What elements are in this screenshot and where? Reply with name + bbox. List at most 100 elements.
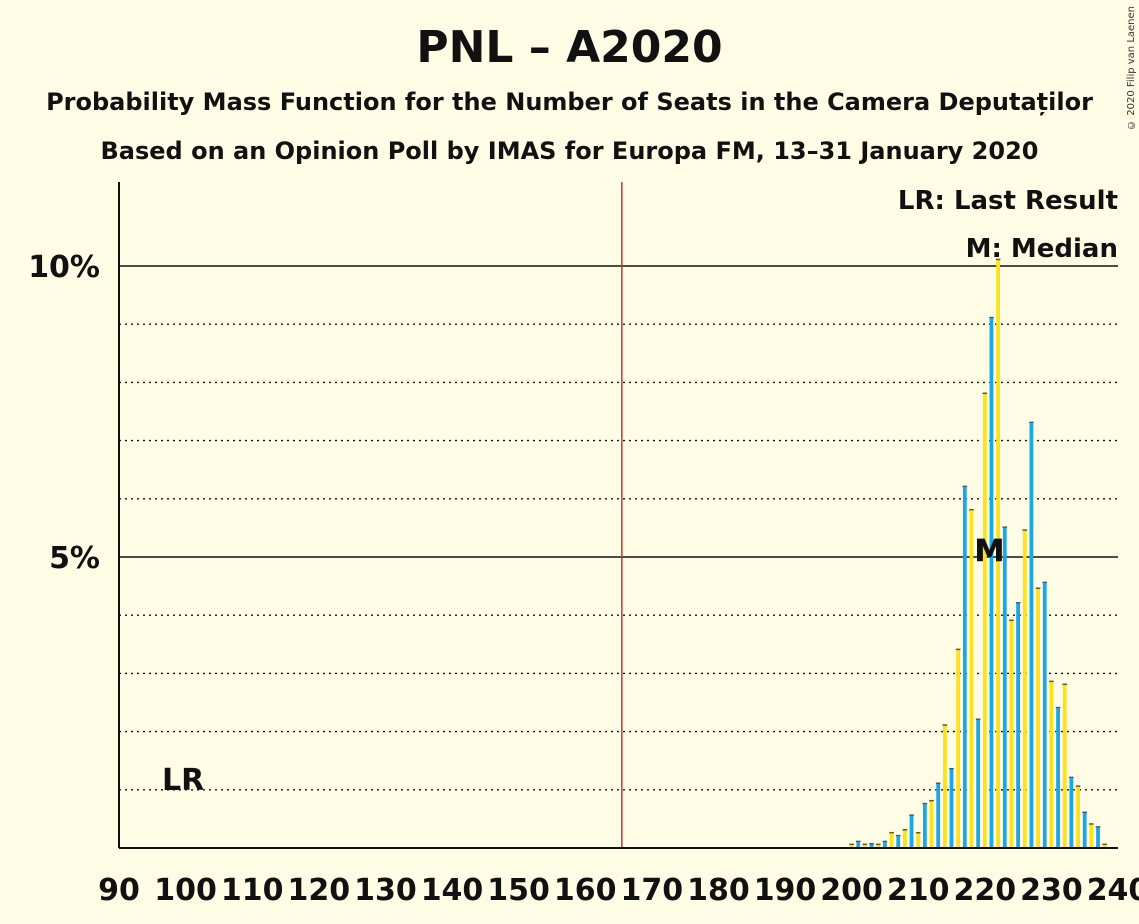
bar-cap-234 <box>1075 785 1081 787</box>
x-tick-130: 130 <box>354 873 417 908</box>
x-tick-180: 180 <box>687 873 750 908</box>
x-tick-110: 110 <box>221 873 284 908</box>
bar-cap-211 <box>922 802 928 805</box>
bar-cap-227 <box>1029 421 1034 424</box>
bar-cap-213 <box>935 782 941 784</box>
bar-206 <box>889 833 894 848</box>
last-result-label: LR <box>162 763 204 798</box>
bar-cap-231 <box>1055 706 1061 709</box>
bar-cap-235 <box>1082 811 1087 814</box>
bar-cap-216 <box>955 648 961 651</box>
bar-213 <box>936 783 941 848</box>
bar-229 <box>1042 583 1047 848</box>
x-tick-100: 100 <box>154 873 217 908</box>
bar-236 <box>1089 824 1094 848</box>
bar-cap-233 <box>1069 776 1074 779</box>
bar-cap-203 <box>869 843 874 845</box>
chart-subtitle: Probability Mass Function for the Number… <box>46 88 1093 116</box>
y-tick-10: 10% <box>28 250 100 285</box>
bar-cap-201 <box>855 840 861 843</box>
bar-224 <box>1009 621 1014 848</box>
x-tick-240: 240 <box>1087 873 1139 908</box>
bar-228 <box>1036 589 1040 848</box>
bar-203 <box>869 844 874 848</box>
x-tick-140: 140 <box>421 873 484 908</box>
bar-cap-223 <box>1002 526 1008 528</box>
bar-cap-225 <box>1015 602 1021 604</box>
bar-218 <box>969 510 974 848</box>
bar-221 <box>989 318 994 848</box>
x-tick-labels: 90 100 110 120 130 140 150 160 170 180 190 200 210 22… <box>98 873 1139 908</box>
chart-title: PNL – A2020 <box>416 22 723 73</box>
bar-219 <box>976 719 981 848</box>
bar-230 <box>1049 682 1054 848</box>
bar-cap-226 <box>1022 529 1028 531</box>
median-marker: M <box>975 534 1005 569</box>
x-tick-210: 210 <box>887 873 950 908</box>
bar-cap-217 <box>962 485 968 488</box>
bar-211 <box>922 804 927 848</box>
bar-235 <box>1082 813 1087 848</box>
bar-cap-238 <box>1102 843 1107 846</box>
bar-cap-210 <box>915 831 921 834</box>
bar-210 <box>916 833 921 848</box>
x-tick-230: 230 <box>1020 873 1083 908</box>
bar-202 <box>863 845 867 848</box>
y-tick-labels: 5% 10% <box>28 250 100 576</box>
chart-subtitle-source: Based on an Opinion Poll by IMAS for Eur… <box>100 137 1039 165</box>
bar-217 <box>962 487 967 848</box>
bar-cap-200 <box>849 843 854 846</box>
x-tick-200: 200 <box>820 873 883 908</box>
legend-last-result: LR: Last Result <box>898 186 1118 216</box>
bar-201 <box>856 842 861 848</box>
legend-median: M: Median <box>966 234 1118 264</box>
bar-cap-229 <box>1042 581 1048 584</box>
bar-214 <box>942 725 947 848</box>
bar-cap-218 <box>969 508 974 511</box>
bar-cap-232 <box>1062 683 1068 686</box>
bar-cap-209 <box>909 814 914 816</box>
bar-200 <box>849 845 854 848</box>
bar-223 <box>1002 527 1007 848</box>
bar-226 <box>1022 530 1027 848</box>
bar-225 <box>1016 603 1020 848</box>
bar-cap-230 <box>1049 680 1054 683</box>
bar-234 <box>1076 786 1080 848</box>
axes <box>118 182 1118 849</box>
x-tick-160: 160 <box>554 873 617 908</box>
bar-216 <box>956 650 961 848</box>
bar-cap-236 <box>1089 823 1094 825</box>
bar-cap-204 <box>875 843 881 846</box>
bars <box>849 258 1107 848</box>
bar-cap-220 <box>982 392 988 395</box>
bar-237 <box>1096 827 1100 848</box>
bar-222 <box>996 260 1001 848</box>
bar-cap-219 <box>975 718 981 720</box>
bar-cap-214 <box>942 724 948 726</box>
bar-209 <box>909 815 914 848</box>
bar-207 <box>896 836 901 848</box>
bar-cap-205 <box>882 840 888 843</box>
bar-212 <box>929 801 934 848</box>
x-tick-190: 190 <box>754 873 817 908</box>
bar-cap-228 <box>1035 587 1041 590</box>
bar-cap-202 <box>862 843 868 846</box>
x-tick-220: 220 <box>953 873 1016 908</box>
bar-231 <box>1056 708 1060 848</box>
bar-227 <box>1029 423 1034 848</box>
gridlines <box>119 182 1118 848</box>
bar-cap-208 <box>902 829 908 831</box>
bar-204 <box>876 845 881 848</box>
bar-233 <box>1069 778 1074 848</box>
bar-cap-212 <box>929 799 934 802</box>
bar-cap-237 <box>1095 826 1101 828</box>
bar-220 <box>982 394 987 848</box>
y-tick-5: 5% <box>49 541 100 576</box>
bar-cap-222 <box>995 258 1001 261</box>
bar-cap-221 <box>989 316 994 319</box>
x-tick-170: 170 <box>620 873 683 908</box>
bar-cap-207 <box>895 834 901 837</box>
bar-205 <box>883 842 887 848</box>
bar-cap-206 <box>889 831 894 834</box>
